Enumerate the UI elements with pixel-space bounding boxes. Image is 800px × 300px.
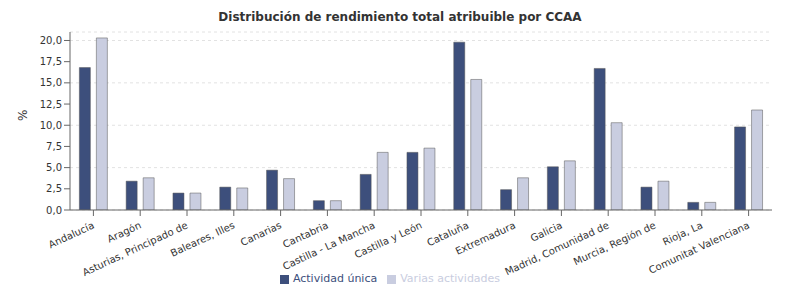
svg-text:Canarias: Canarias xyxy=(239,219,283,247)
svg-text:2,5: 2,5 xyxy=(46,183,62,194)
svg-text:Rioja, La: Rioja, La xyxy=(660,219,705,248)
svg-text:%: % xyxy=(16,110,30,121)
svg-text:Baleares, Illes: Baleares, Illes xyxy=(169,219,237,258)
svg-text:Asturias, Principado de: Asturias, Principado de xyxy=(80,219,190,278)
svg-text:Cataluña: Cataluña xyxy=(425,219,471,249)
html-text:Actividad única: Actividad única xyxy=(292,272,378,285)
svg-text:Andalucía: Andalucía xyxy=(47,219,96,250)
svg-text:Castilla y León: Castilla y León xyxy=(353,219,424,260)
svg-text:Comunitat Valenciana: Comunitat Valenciana xyxy=(647,219,751,275)
svg-text:5,0: 5,0 xyxy=(46,162,62,173)
svg-text:Castilla - La Mancha: Castilla - La Mancha xyxy=(280,219,377,272)
svg-text:Cantabria: Cantabria xyxy=(281,219,330,251)
svg-text:10,0: 10,0 xyxy=(40,120,62,131)
svg-text:15,0: 15,0 xyxy=(40,77,62,88)
html-text:Distribución de rendimiento to: Distribución de rendimiento total atribu… xyxy=(218,10,582,24)
svg-text:17,5: 17,5 xyxy=(40,56,62,67)
svg-text:12,5: 12,5 xyxy=(40,99,62,110)
svg-text:Aragón: Aragón xyxy=(105,219,143,245)
svg-text:Galicia: Galicia xyxy=(529,219,564,243)
svg-text:20,0: 20,0 xyxy=(40,35,62,46)
svg-text:Extremadura: Extremadura xyxy=(454,219,518,256)
html-text:Varias actividades: Varias actividades xyxy=(400,272,501,285)
svg-text:7,5: 7,5 xyxy=(46,141,62,152)
svg-text:Murcia, Región de: Murcia, Región de xyxy=(572,219,658,267)
svg-text:Madrid, Comunidad de: Madrid, Comunidad de xyxy=(503,219,611,278)
svg-text:0,0: 0,0 xyxy=(46,205,62,216)
